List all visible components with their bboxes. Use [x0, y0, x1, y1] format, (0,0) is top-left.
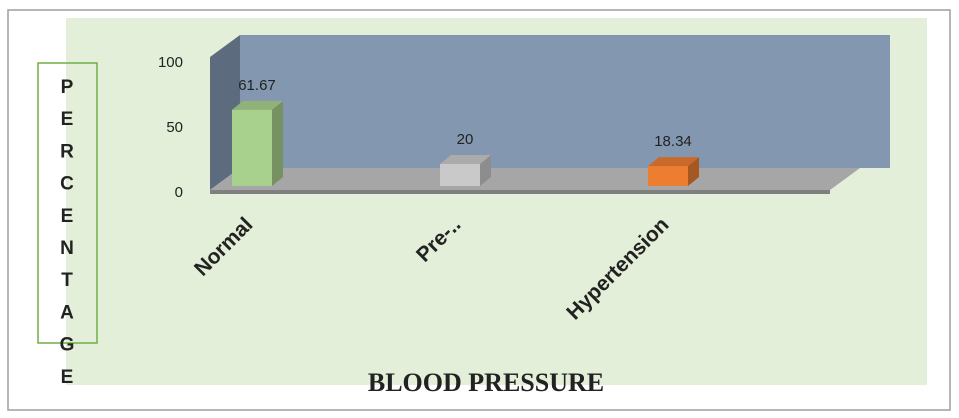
x-axis-title: BLOOD PRESSURE [368, 368, 604, 397]
y-tick-label: 0 [175, 184, 183, 201]
data-label: 61.67 [238, 77, 276, 94]
data-label: 18.34 [654, 133, 692, 150]
y-label-box [37, 62, 98, 344]
bar [440, 164, 480, 186]
floor-edge [210, 190, 830, 194]
bar-side [480, 155, 491, 186]
y-tick-label: 50 [166, 119, 183, 136]
bar-top [232, 100, 283, 110]
bar [232, 109, 272, 186]
floor [210, 168, 860, 190]
data-label: 20 [457, 131, 474, 148]
bar-side [272, 100, 283, 186]
back-wall [240, 35, 890, 168]
bar-top [440, 155, 491, 164]
bar [648, 166, 688, 186]
bar-top [648, 157, 699, 167]
bar-side [688, 157, 699, 186]
y-tick-label: 100 [158, 54, 183, 71]
